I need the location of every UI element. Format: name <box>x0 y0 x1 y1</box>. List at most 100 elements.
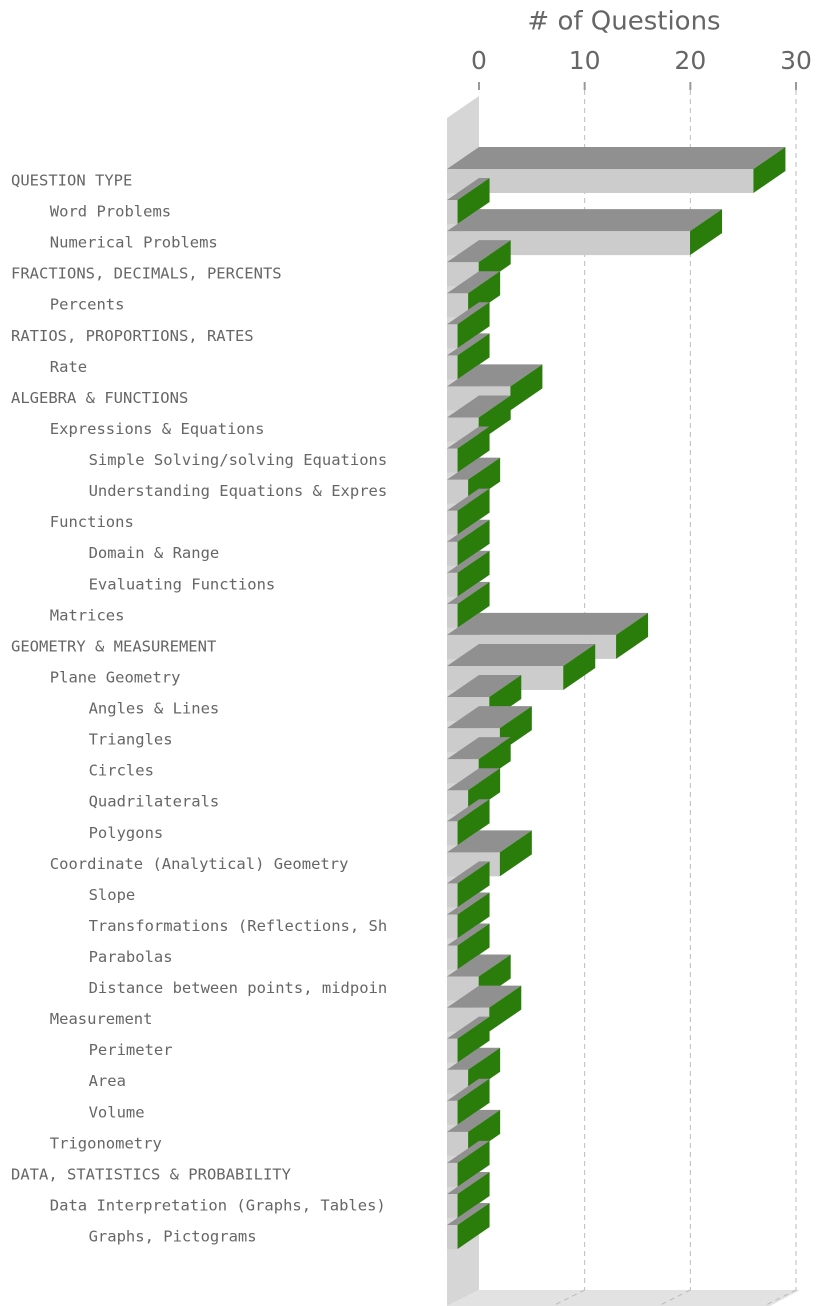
bar-front <box>447 1100 458 1125</box>
x-tick-label: 10 <box>569 46 601 75</box>
bar-top <box>447 768 501 791</box>
bar-top <box>447 1171 490 1194</box>
x-tick-label: 30 <box>780 46 812 75</box>
bar-side <box>457 302 490 349</box>
bar-side <box>457 488 490 535</box>
y-tick-label: Volume <box>89 1103 145 1121</box>
y-tick-label: Measurement <box>50 1010 153 1028</box>
bar-top <box>447 923 490 946</box>
y-tick-label: Rate <box>50 358 87 376</box>
bar-front <box>447 169 754 193</box>
bar-top <box>447 799 490 822</box>
y-tick-label: Plane Geometry <box>50 668 181 686</box>
bar-front <box>447 572 458 597</box>
bar-top <box>447 581 490 604</box>
y-tick-label: Evaluating Functions <box>89 575 276 593</box>
grid-line <box>658 1289 691 1306</box>
bar-top <box>447 302 490 325</box>
y-tick-label: DATA, STATISTICS & PROBABILITY <box>11 1165 292 1183</box>
x-tick-label: 0 <box>471 46 487 75</box>
y-tick-label: Expressions & Equations <box>50 420 265 438</box>
bar-top <box>447 643 596 666</box>
y-tick-label: Distance between points, midpoin <box>89 979 388 997</box>
bar-side <box>457 923 490 970</box>
bar-top <box>447 1140 490 1163</box>
y-tick-label: Area <box>89 1072 126 1090</box>
bar-front <box>447 510 458 535</box>
bar-top <box>447 147 786 169</box>
bar-top <box>447 395 511 418</box>
bar-front <box>447 293 469 318</box>
y-tick-label: Graphs, Pictograms <box>89 1228 257 1246</box>
bar-side <box>457 892 490 939</box>
bar-top <box>447 240 511 263</box>
bar-front <box>447 355 458 380</box>
bar-side <box>457 1171 490 1218</box>
bar-top <box>447 488 490 511</box>
bar-top <box>447 1078 490 1101</box>
y-tick-label: Simple Solving/solving Equations <box>89 451 388 469</box>
bar-side <box>457 1016 490 1063</box>
y-tick-label: Quadrilaterals <box>89 793 220 811</box>
bar-top <box>447 364 543 387</box>
y-tick-label: Triangles <box>89 731 173 749</box>
bar-top <box>447 985 522 1008</box>
bar-front <box>447 1131 469 1156</box>
bar-top <box>447 333 490 356</box>
y-tick-label: FRACTIONS, DECIMALS, PERCENTS <box>11 265 282 283</box>
bar-top <box>447 954 511 977</box>
bar-side <box>457 861 490 908</box>
y-tick-label: Parabolas <box>89 948 173 966</box>
y-tick-label: Word Problems <box>50 203 171 221</box>
bar-side <box>499 830 532 877</box>
bar-top <box>447 612 649 635</box>
bar-side <box>563 643 596 690</box>
y-tick-label: GEOMETRY & MEASUREMENT <box>11 637 216 655</box>
y-tick-label: Angles & Lines <box>89 700 220 718</box>
grid-line <box>552 1289 585 1306</box>
bar-side <box>457 799 490 846</box>
bar-top <box>447 457 501 480</box>
y-tick-label: Slope <box>89 886 136 904</box>
bar-side <box>457 550 490 597</box>
bar-top <box>447 519 490 542</box>
bar-front <box>447 541 458 566</box>
bar-top <box>447 209 723 232</box>
floor <box>447 1290 800 1306</box>
bar-side <box>489 985 522 1032</box>
bar-side <box>510 364 543 411</box>
bar-top <box>447 1016 490 1039</box>
bar-front <box>447 883 458 908</box>
chart-title: # of Questions <box>527 7 720 37</box>
bar-front <box>447 1069 469 1094</box>
bar-top <box>447 737 511 760</box>
y-tick-label: Functions <box>50 513 134 531</box>
bar-side <box>690 209 723 256</box>
grid-line <box>763 1289 797 1306</box>
bar-side <box>457 1078 490 1125</box>
bar-front <box>447 790 469 815</box>
bar-side <box>457 178 490 225</box>
bar-side <box>457 581 490 628</box>
bar-front <box>447 1225 458 1250</box>
bar-side <box>753 147 786 193</box>
bar-top <box>447 550 490 573</box>
bar-front <box>447 479 469 504</box>
y-tick-label: ALGEBRA & FUNCTIONS <box>11 389 188 407</box>
bar-top <box>447 271 501 294</box>
bar-top <box>447 706 532 729</box>
bar-top <box>447 892 490 915</box>
x-tick-label: 20 <box>674 46 706 75</box>
bar-front <box>447 324 458 349</box>
bar-side <box>457 519 490 566</box>
bar-top <box>447 861 490 884</box>
bar-top <box>447 830 532 853</box>
y-tick-label: Polygons <box>89 824 164 842</box>
bar-side <box>457 333 490 380</box>
y-tick-label: Percents <box>50 296 125 314</box>
bar-side <box>457 1203 490 1250</box>
y-tick-label: Coordinate (Analytical) Geometry <box>50 855 349 873</box>
bar-top <box>447 426 490 449</box>
bar-side <box>616 612 649 659</box>
